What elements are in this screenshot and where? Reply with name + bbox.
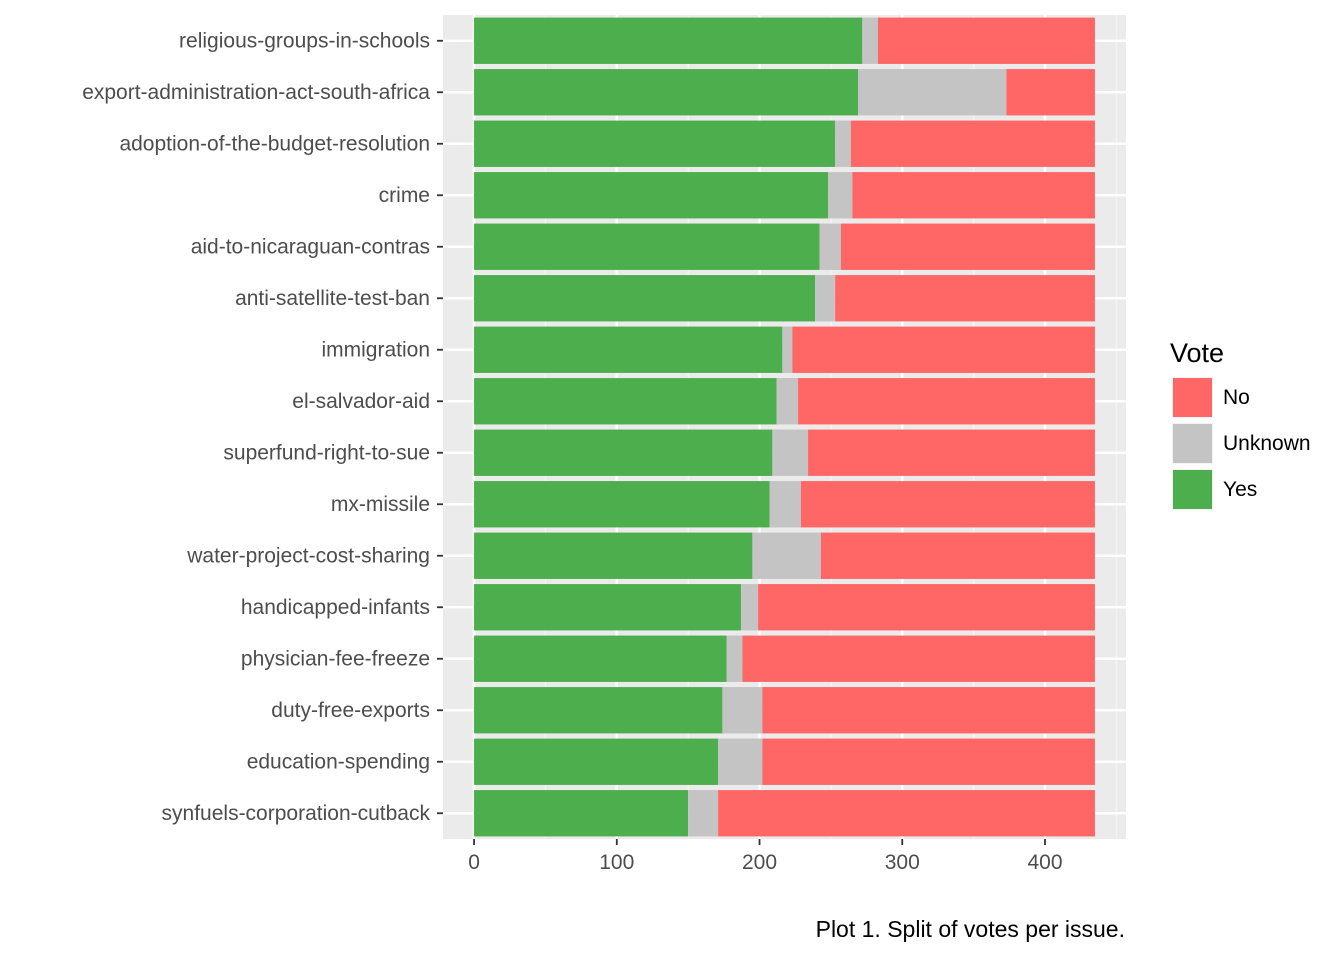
y-tick-label: synfuels-corporation-cutback — [162, 802, 431, 825]
bar-unknown-water-project-cost-sharing — [752, 532, 821, 579]
legend-label-no: No — [1223, 386, 1250, 409]
bar-unknown-export-administration-act-south-africa — [858, 69, 1007, 116]
y-tick-label: mx-missile — [331, 493, 430, 516]
bar-no-handicapped-infants — [758, 584, 1095, 631]
bar-no-aid-to-nicaraguan-contras — [840, 223, 1095, 270]
bar-no-superfund-right-to-sue — [808, 429, 1095, 476]
y-tick-label: education-spending — [247, 750, 430, 773]
bar-no-physician-fee-freeze — [742, 635, 1095, 682]
bar-unknown-synfuels-corporation-cutback — [688, 790, 719, 837]
legend-title: Vote — [1170, 338, 1224, 368]
bar-no-immigration — [792, 326, 1095, 373]
bar-unknown-adoption-of-the-budget-resolution — [835, 120, 851, 167]
bar-no-crime — [852, 172, 1095, 219]
bar-no-el-salvador-aid — [798, 378, 1095, 425]
legend-swatch-unknown — [1173, 424, 1212, 463]
bar-yes-aid-to-nicaraguan-contras — [474, 223, 820, 270]
plot-caption: Plot 1. Split of votes per issue. — [815, 916, 1125, 942]
x-tick-label: 300 — [885, 851, 920, 874]
bar-no-religious-groups-in-schools — [877, 17, 1095, 64]
bar-yes-export-administration-act-south-africa — [474, 69, 859, 116]
y-tick-label: anti-satellite-test-ban — [235, 287, 430, 310]
bar-unknown-anti-satellite-test-ban — [815, 275, 836, 322]
bar-yes-el-salvador-aid — [474, 378, 777, 425]
bar-yes-immigration — [474, 326, 783, 373]
bar-no-synfuels-corporation-cutback — [718, 790, 1095, 837]
x-tick-label: 100 — [599, 851, 634, 874]
bar-unknown-education-spending — [718, 738, 763, 785]
legend-swatch-yes — [1173, 470, 1212, 509]
y-tick-label: duty-free-exports — [271, 699, 430, 722]
x-tick-label: 0 — [468, 851, 480, 874]
x-tick-label: 400 — [1027, 851, 1062, 874]
bar-yes-handicapped-infants — [474, 584, 741, 631]
y-tick-label: adoption-of-the-budget-resolution — [119, 132, 430, 155]
bar-unknown-handicapped-infants — [740, 584, 759, 631]
y-axis: religious-groups-in-schools export-admini… — [82, 29, 443, 825]
bar-unknown-duty-free-exports — [722, 687, 763, 734]
bar-yes-water-project-cost-sharing — [474, 532, 753, 579]
bar-no-adoption-of-the-budget-resolution — [850, 120, 1095, 167]
bar-yes-synfuels-corporation-cutback — [474, 790, 689, 837]
bar-unknown-el-salvador-aid — [776, 378, 799, 425]
bars — [474, 17, 1095, 837]
legend: Vote No Unknown Yes — [1170, 338, 1311, 510]
bar-yes-duty-free-exports — [474, 687, 723, 734]
bar-yes-adoption-of-the-budget-resolution — [474, 120, 836, 167]
legend-label-unknown: Unknown — [1223, 432, 1311, 455]
bar-no-export-administration-act-south-africa — [1006, 69, 1095, 116]
y-tick-label: immigration — [321, 338, 430, 361]
bar-unknown-superfund-right-to-sue — [772, 429, 809, 476]
x-tick-label: 200 — [742, 851, 777, 874]
bar-no-water-project-cost-sharing — [820, 532, 1095, 579]
y-tick-label: crime — [379, 184, 430, 207]
y-tick-label: export-administration-act-south-africa — [82, 81, 430, 104]
bar-unknown-mx-missile — [769, 481, 801, 528]
y-tick-label: el-salvador-aid — [292, 390, 430, 413]
bar-no-duty-free-exports — [762, 687, 1095, 734]
bar-yes-superfund-right-to-sue — [474, 429, 773, 476]
bar-unknown-physician-fee-freeze — [726, 635, 743, 682]
bar-unknown-aid-to-nicaraguan-contras — [819, 223, 841, 270]
x-axis: 0 100 200 300 400 — [468, 839, 1063, 874]
y-tick-label: religious-groups-in-schools — [179, 29, 430, 52]
bar-yes-physician-fee-freeze — [474, 635, 727, 682]
y-tick-label: physician-fee-freeze — [241, 647, 430, 670]
bar-unknown-crime — [828, 172, 853, 219]
bar-no-education-spending — [762, 738, 1095, 785]
bar-unknown-religious-groups-in-schools — [862, 17, 878, 64]
legend-label-yes: Yes — [1223, 478, 1257, 501]
bar-yes-crime — [474, 172, 829, 219]
bar-yes-anti-satellite-test-ban — [474, 275, 816, 322]
bar-no-mx-missile — [800, 481, 1095, 528]
bar-yes-mx-missile — [474, 481, 770, 528]
bar-no-anti-satellite-test-ban — [835, 275, 1095, 322]
y-tick-label: handicapped-infants — [241, 596, 430, 619]
bar-yes-education-spending — [474, 738, 719, 785]
y-tick-label: superfund-right-to-sue — [223, 441, 430, 464]
y-tick-label: aid-to-nicaraguan-contras — [191, 235, 430, 258]
legend-swatch-no — [1173, 378, 1212, 417]
bar-yes-religious-groups-in-schools — [474, 17, 863, 64]
y-tick-label: water-project-cost-sharing — [186, 544, 430, 567]
bar-unknown-immigration — [782, 326, 793, 373]
